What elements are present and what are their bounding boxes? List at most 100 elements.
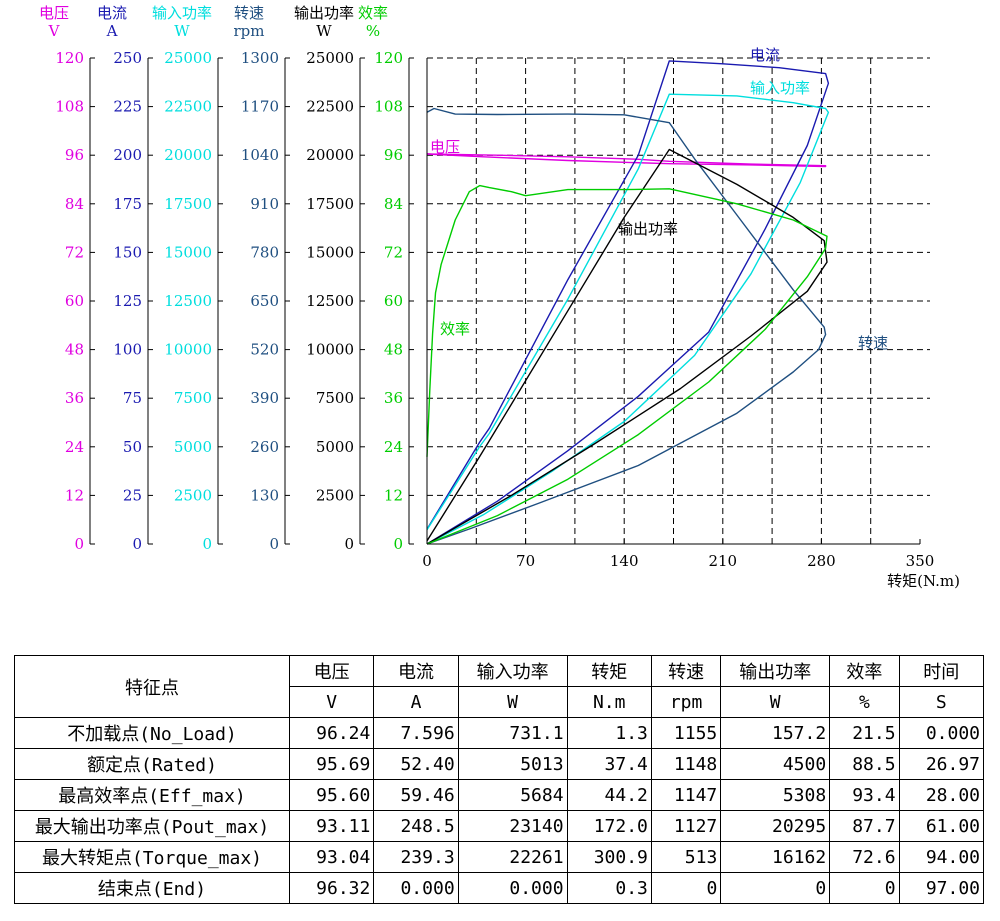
y-axis-title: 输出功率 [294, 4, 354, 22]
y-tick-label: 5000 [174, 438, 212, 456]
y-axis-unit: W [174, 22, 190, 40]
series-label: 电压 [430, 138, 460, 156]
cell-output-power: 16162 [720, 841, 831, 873]
y-tick-label: 25000 [306, 49, 354, 67]
series-label: 效率 [440, 320, 470, 338]
y-tick-label: 20000 [306, 146, 354, 164]
cell-current: 59.46 [373, 779, 459, 811]
y-tick-label: 0 [74, 535, 84, 553]
y-tick-label: 125 [113, 292, 142, 310]
cell-current: 52.40 [373, 748, 459, 780]
table-row: 最大输出功率点(Pout_max) 93.11 248.5 23140 172.… [14, 810, 985, 842]
y-tick-label: 60 [65, 292, 84, 310]
cell-input-power: 22261 [457, 841, 568, 873]
y-tick-label: 20000 [164, 146, 212, 164]
y-tick-label: 5000 [316, 438, 354, 456]
table-header-voltage: 电压 [288, 655, 375, 687]
cell-time: 0.000 [898, 717, 985, 749]
cell-efficiency: 72.6 [829, 841, 900, 873]
y-tick-label: 260 [250, 438, 279, 456]
y-tick-label: 24 [384, 438, 403, 456]
cell-voltage: 96.24 [288, 717, 375, 749]
table-header-time: 时间 [898, 655, 985, 687]
x-axis-label: 转矩(N.m) [887, 572, 960, 590]
y-tick-label: 22500 [164, 98, 212, 116]
y-tick-label: 0 [202, 535, 212, 553]
table-header-output-power: 输出功率 [720, 655, 831, 687]
table-unit-output-power: W [720, 686, 831, 718]
cell-input-power: 5013 [457, 748, 568, 780]
table-row: 额定点(Rated) 95.69 52.40 5013 37.4 1148 45… [14, 748, 985, 780]
y-tick-label: 150 [113, 243, 142, 261]
cell-speed: 0 [650, 872, 722, 904]
cell-efficiency: 0 [829, 872, 900, 904]
y-tick-label: 200 [113, 146, 142, 164]
cell-voltage: 95.60 [288, 779, 375, 811]
series-line-电流 [426, 60, 830, 545]
y-tick-label: 48 [384, 341, 403, 359]
y-axis-title: 转速 [234, 4, 264, 22]
table-unit-torque: N.m [566, 686, 652, 718]
cell-voltage: 96.32 [288, 872, 375, 904]
y-tick-label: 36 [384, 389, 403, 407]
y-tick-label: 15000 [164, 243, 212, 261]
y-tick-label: 108 [55, 98, 84, 116]
cell-output-power: 20295 [720, 810, 831, 842]
y-tick-label: 12500 [306, 292, 354, 310]
y-axis-title: 效率 [358, 4, 388, 22]
y-tick-label: 0 [393, 535, 403, 553]
cell-efficiency: 21.5 [829, 717, 900, 749]
y-tick-label: 910 [250, 195, 279, 213]
y-tick-label: 250 [113, 49, 142, 67]
cell-torque: 172.0 [566, 810, 652, 842]
table-header-efficiency: 效率 [829, 655, 900, 687]
table-row: 最高效率点(Eff_max) 95.60 59.46 5684 44.2 114… [14, 779, 985, 811]
table-row: 不加载点(No_Load) 96.24 7.596 731.1 1.3 1155… [14, 717, 985, 749]
cell-torque: 37.4 [566, 748, 652, 780]
series-line-输入功率 [426, 93, 830, 545]
x-axis: 0 70 140 210 280 350 转矩(N.m) [422, 58, 960, 590]
y-tick-label: 225 [113, 98, 142, 116]
row-name: 最高效率点(Eff_max) [14, 779, 290, 811]
cell-torque: 300.9 [566, 841, 652, 873]
y-tick-label: 7500 [316, 389, 354, 407]
y-tick-label: 10000 [164, 341, 212, 359]
row-name: 不加载点(No_Load) [14, 717, 290, 749]
cell-efficiency: 93.4 [829, 779, 900, 811]
cell-speed: 1148 [650, 748, 722, 780]
cell-current: 7.596 [373, 717, 459, 749]
y-tick-label: 17500 [306, 195, 354, 213]
y-axis-unit: A [106, 22, 118, 40]
y-axis-unit: % [366, 22, 380, 40]
y-tick-label: 0 [132, 535, 142, 553]
cell-input-power: 0.000 [457, 872, 568, 904]
y-tick-label: 75 [123, 389, 142, 407]
cell-current: 239.3 [373, 841, 459, 873]
y-tick-label: 780 [250, 243, 279, 261]
table-unit-voltage: V [288, 686, 375, 718]
y-tick-label: 15000 [306, 243, 354, 261]
y-axis-unit: rpm [234, 22, 265, 40]
cell-time: 97.00 [898, 872, 985, 904]
y-tick-label: 650 [250, 292, 279, 310]
y-tick-label: 390 [250, 389, 279, 407]
y-tick-label: 60 [384, 292, 403, 310]
series-label: 电流 [750, 46, 780, 64]
x-tick-label: 280 [807, 552, 836, 570]
cell-voltage: 95.69 [288, 748, 375, 780]
y-tick-label: 17500 [164, 195, 212, 213]
cell-time: 61.00 [898, 810, 985, 842]
cell-speed: 513 [650, 841, 722, 873]
series-line-效率 [426, 184, 828, 545]
table-header-input-power: 输入功率 [457, 655, 568, 687]
y-axis-title: 电流 [97, 4, 127, 22]
table-row: 结束点(End) 96.32 0.000 0.000 0.3 0 0 0 97.… [14, 872, 985, 904]
table-unit-current: A [373, 686, 459, 718]
y-tick-label: 108 [374, 98, 403, 116]
cell-torque: 44.2 [566, 779, 652, 811]
y-tick-label: 36 [65, 389, 84, 407]
y-tick-label: 84 [65, 195, 84, 213]
y-tick-label: 72 [65, 243, 84, 261]
table-header-current: 电流 [373, 655, 459, 687]
series-line-转速 [426, 107, 827, 545]
